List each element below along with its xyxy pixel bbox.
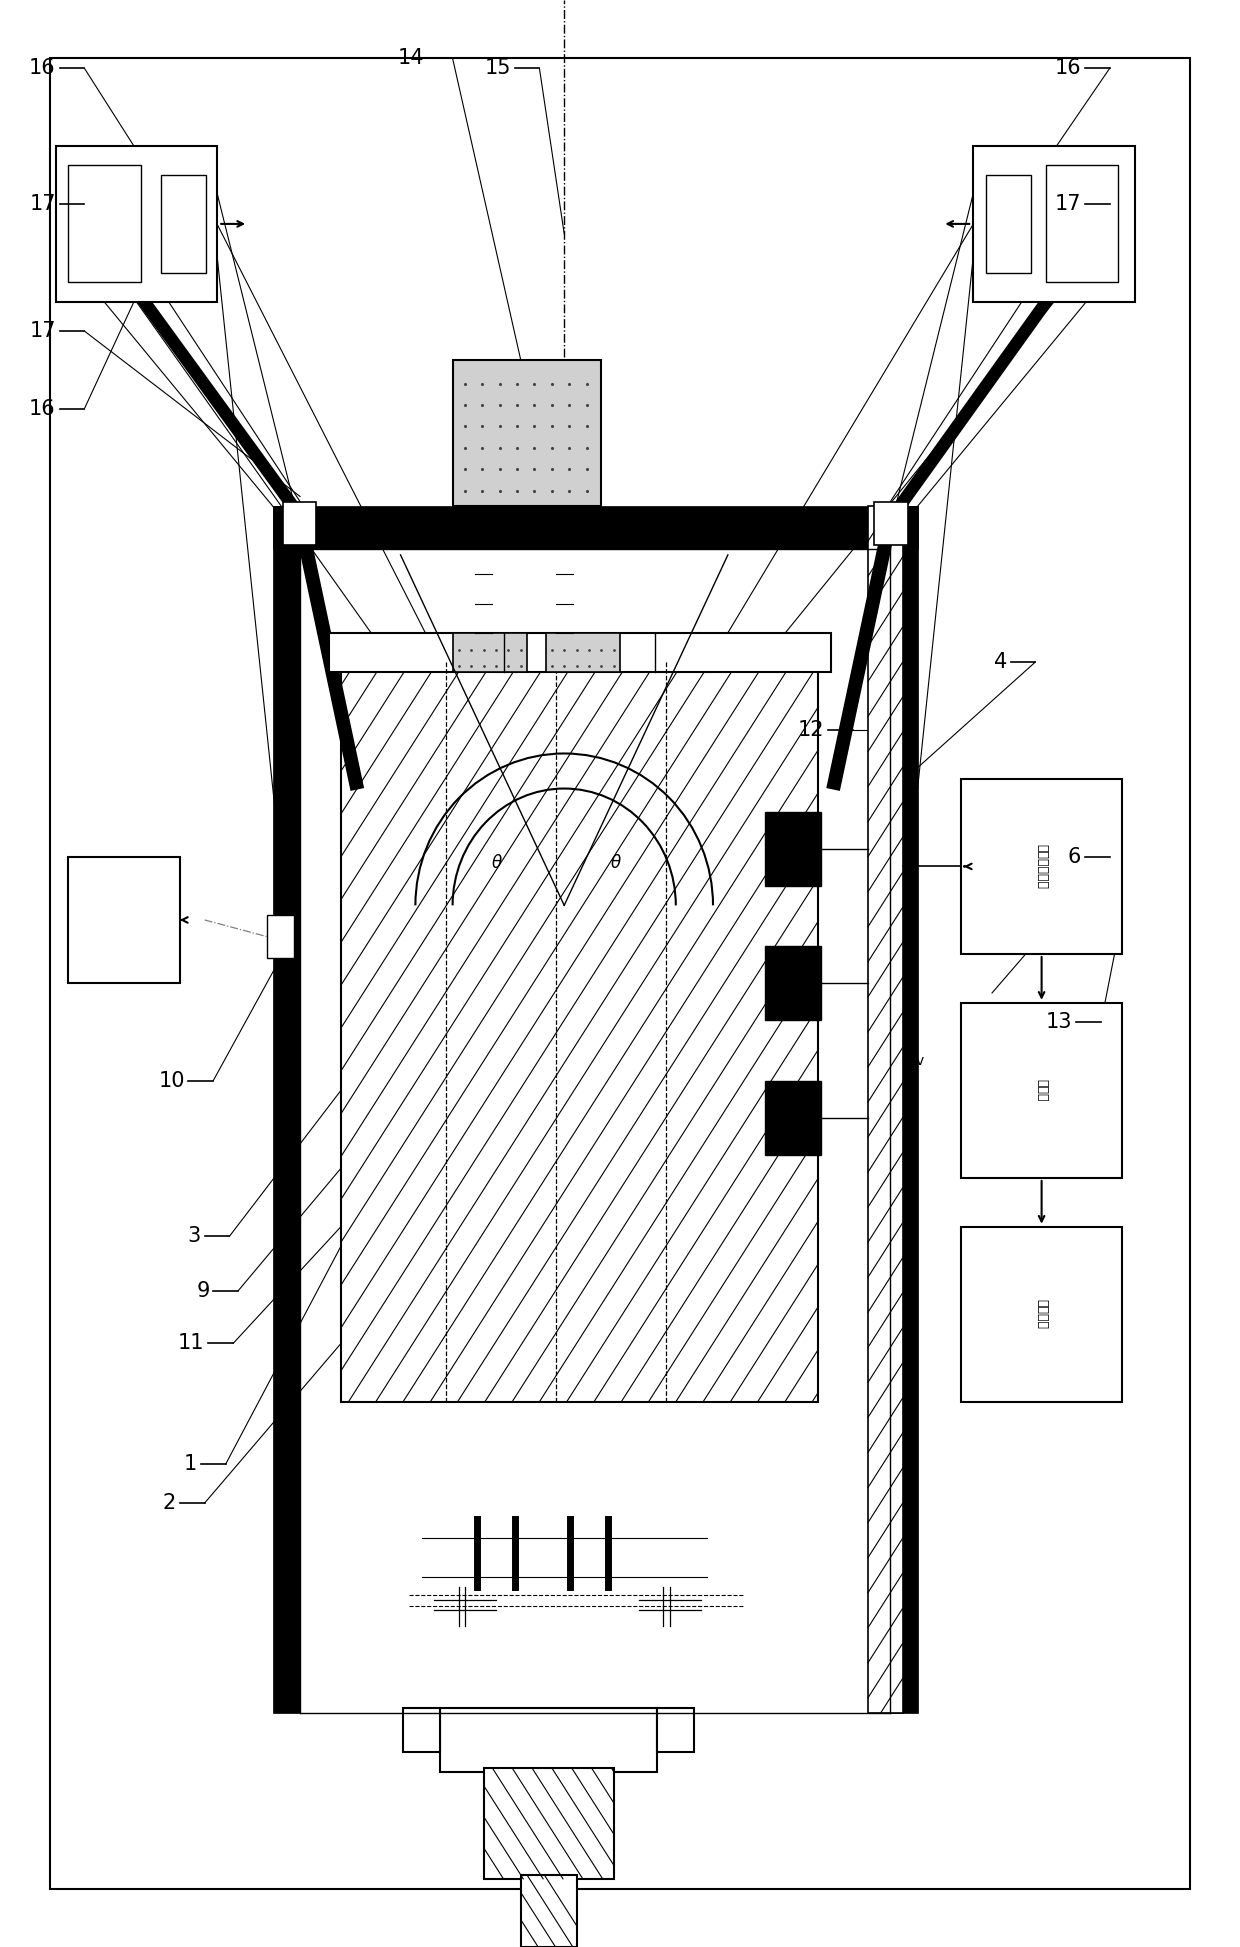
Bar	[273, 506, 300, 1713]
Bar	[973, 146, 1135, 302]
Bar	[521, 1875, 577, 1947]
Bar	[874, 502, 908, 545]
Text: 14: 14	[398, 49, 424, 68]
Text: 11: 11	[179, 1334, 205, 1353]
Text: v: v	[915, 1053, 924, 1069]
Text: 2: 2	[162, 1493, 176, 1513]
Text: 15: 15	[485, 58, 511, 78]
Text: 测速装置: 测速装置	[1035, 1299, 1048, 1330]
Bar	[267, 915, 294, 958]
Text: 17: 17	[30, 195, 56, 214]
Text: 10: 10	[159, 1071, 185, 1090]
Text: 16: 16	[30, 399, 56, 419]
Text: 17: 17	[30, 321, 56, 341]
Text: 6: 6	[1068, 847, 1081, 866]
Bar	[961, 1003, 1122, 1178]
Text: 16: 16	[1055, 58, 1081, 78]
Text: 16: 16	[30, 58, 56, 78]
Bar	[484, 1768, 614, 1879]
Bar	[273, 506, 918, 549]
Text: 12: 12	[799, 720, 825, 740]
Bar	[68, 857, 180, 983]
Bar	[68, 165, 141, 282]
Text: $\theta$: $\theta$	[491, 855, 503, 872]
Bar	[283, 502, 316, 545]
Text: 17: 17	[1055, 195, 1081, 214]
Bar	[440, 1708, 657, 1772]
Bar	[161, 175, 206, 273]
Bar	[961, 1227, 1122, 1402]
Text: 4: 4	[993, 652, 1007, 672]
Text: 示波器: 示波器	[1035, 1079, 1048, 1102]
Bar	[403, 1708, 440, 1752]
Bar	[453, 633, 527, 672]
Bar	[1047, 165, 1118, 282]
Bar	[453, 360, 601, 506]
Bar	[341, 662, 818, 1402]
Bar	[890, 506, 918, 1713]
Text: 信号处理装置: 信号处理装置	[1035, 843, 1048, 890]
Bar	[765, 946, 821, 1020]
Bar	[329, 633, 831, 672]
Text: 3: 3	[187, 1227, 201, 1246]
Bar	[765, 1081, 821, 1155]
Text: 1: 1	[184, 1454, 197, 1474]
Bar	[986, 175, 1030, 273]
Bar	[765, 812, 821, 886]
Bar	[546, 633, 620, 672]
Bar	[961, 779, 1122, 954]
Bar	[300, 549, 890, 1713]
Bar	[56, 146, 217, 302]
Bar	[868, 506, 903, 1713]
Text: 13: 13	[1047, 1012, 1073, 1032]
Text: $\theta$: $\theta$	[610, 855, 622, 872]
Text: 9: 9	[196, 1281, 210, 1301]
Bar	[657, 1708, 694, 1752]
